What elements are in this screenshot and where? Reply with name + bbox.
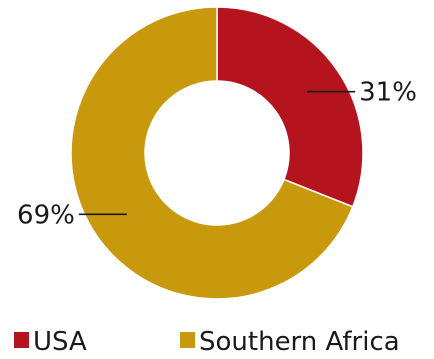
data-label-leaders — [78, 90, 356, 216]
data-labels: 31% 69% — [17, 78, 417, 231]
legend: USA Southern Africa — [14, 327, 400, 357]
legend-swatch — [14, 332, 29, 348]
legend-label: USA — [33, 327, 87, 357]
slice-southern-africa — [70, 6, 354, 300]
legend-label: Southern Africa — [199, 327, 400, 357]
slice-usa — [216, 6, 364, 208]
legend-item: Southern Africa — [180, 327, 400, 357]
legend-swatch — [180, 332, 195, 348]
donut-slices — [70, 6, 364, 300]
legend-item: USA — [14, 327, 87, 357]
data-label: 31% — [359, 78, 417, 108]
data-label: 69% — [17, 200, 75, 230]
